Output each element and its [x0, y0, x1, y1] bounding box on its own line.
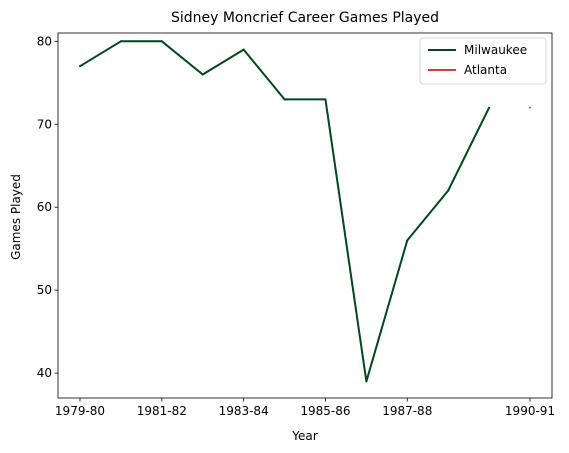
chart-title: Sidney Moncrief Career Games Played	[171, 10, 439, 26]
legend-label-milwaukee: Milwaukee	[464, 43, 527, 57]
axes-frame	[57, 32, 553, 399]
x-tick-label: 1985-86	[300, 404, 350, 418]
data-point-milwaukee-1980-81	[119, 40, 122, 43]
data-point-milwaukee-1985-86	[324, 98, 327, 101]
y-tick-label: 80	[37, 34, 52, 48]
y-tick-label: 50	[37, 283, 52, 297]
x-tick-label: 1979-80	[55, 404, 105, 418]
data-point-milwaukee-1989-90	[488, 106, 491, 109]
data-point-milwaukee-1984-85	[283, 98, 286, 101]
data-point-milwaukee-1981-82	[160, 40, 163, 43]
legend: Milwaukee Atlanta	[419, 37, 547, 85]
y-tick-label: 70	[37, 117, 52, 131]
series-line-milwaukee	[79, 40, 490, 383]
x-axis-title: Year	[291, 429, 317, 443]
y-tick-label: 60	[37, 200, 52, 214]
data-point-milwaukee-1988-89	[447, 189, 450, 192]
y-tick-label: 40	[37, 366, 52, 380]
y-axis-title: Games Played	[9, 174, 23, 260]
legend-label-atlanta: Atlanta	[464, 63, 507, 77]
x-tick-label: 1990-91	[505, 404, 555, 418]
data-point-milwaukee-1979-80	[79, 65, 81, 68]
x-tick-label: 1983-84	[219, 404, 269, 418]
x-tick-label: 1981-82	[137, 404, 187, 418]
data-point-milwaukee-1983-84	[242, 48, 245, 51]
data-point-milwaukee-1986-87	[365, 380, 368, 383]
data-point-atlanta-1990-91	[529, 106, 531, 109]
plot-area: 40 50 60 70 80 1979-80 1981-82 1983-84 1985-86 19…	[37, 32, 555, 418]
data-point-milwaukee-1982-83	[201, 73, 204, 76]
x-tick-label: 1987-88	[382, 404, 432, 418]
data-point-milwaukee-1987-88	[406, 239, 409, 242]
